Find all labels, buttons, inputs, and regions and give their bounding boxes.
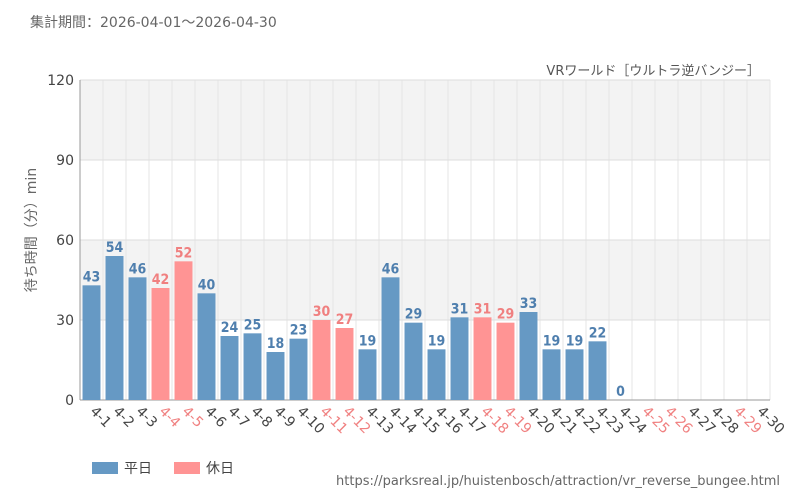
y-tick-label: 30 (56, 313, 74, 329)
chart-title: VRワールド［ウルトラ逆バンジー］ (546, 64, 760, 79)
data-label: 24 (221, 320, 239, 336)
bar (404, 322, 423, 400)
y-tick-label: 60 (56, 233, 74, 249)
data-label: 0 (616, 384, 625, 400)
data-label: 31 (451, 301, 469, 317)
y-tick-label: 0 (65, 393, 74, 409)
bar (381, 277, 400, 400)
weekday-swatch (92, 462, 118, 474)
bar (243, 333, 262, 400)
x-tick-label: 4-1 (87, 404, 114, 431)
bar (174, 261, 193, 400)
legend-item-weekday[interactable]: 平日 (92, 458, 152, 478)
data-label: 46 (129, 261, 147, 277)
data-label: 19 (566, 333, 584, 349)
bar (450, 317, 469, 400)
legend: 平日 休日 (92, 458, 256, 478)
y-axis-label: 待ち時間（分）min (24, 168, 40, 292)
data-label: 43 (83, 269, 101, 285)
data-label: 46 (382, 261, 400, 277)
data-label: 27 (336, 312, 354, 328)
bar (289, 338, 308, 400)
data-label: 29 (405, 307, 423, 323)
data-label: 52 (175, 245, 193, 261)
bar (82, 285, 101, 400)
data-label: 42 (152, 272, 170, 288)
bar (496, 322, 515, 400)
bar (588, 341, 607, 400)
data-label: 19 (359, 333, 377, 349)
data-label: 23 (290, 323, 308, 339)
bar (220, 336, 239, 400)
x-tick-label: 4-7 (225, 404, 252, 431)
bar (358, 349, 377, 400)
x-tick-label: 4-8 (248, 404, 275, 431)
legend-item-holiday[interactable]: 休日 (174, 458, 234, 478)
bar (335, 328, 354, 400)
bar (128, 277, 147, 400)
data-label: 18 (267, 336, 285, 352)
y-tick-label: 120 (47, 73, 74, 89)
data-label: 19 (428, 333, 446, 349)
source-url: https://parksreal.jp/huistenbosch/attrac… (336, 474, 780, 489)
data-label: 54 (106, 240, 124, 256)
legend-label-weekday: 平日 (124, 461, 152, 477)
x-tick-label: 4-3 (133, 404, 160, 431)
x-tick-label: 4-6 (202, 404, 230, 432)
bar (197, 293, 216, 400)
data-label: 30 (313, 304, 331, 320)
data-label: 22 (589, 325, 607, 341)
bar (565, 349, 584, 400)
bar (266, 352, 285, 400)
legend-label-holiday: 休日 (206, 461, 234, 477)
bar (105, 256, 124, 400)
data-label: 33 (520, 296, 538, 312)
holiday-swatch (174, 462, 200, 474)
bar (519, 312, 538, 400)
bar (542, 349, 561, 400)
y-tick-label: 90 (56, 153, 74, 169)
x-tick-label: 4-4 (156, 404, 184, 432)
x-tick-label: 4-2 (110, 404, 137, 431)
bar (427, 349, 446, 400)
data-label: 31 (474, 301, 492, 317)
bar (312, 320, 331, 400)
x-tick-label: 4-5 (179, 404, 206, 431)
data-label: 19 (543, 333, 561, 349)
x-tick-label: 4-9 (271, 404, 298, 431)
bar (473, 317, 492, 400)
bar (151, 288, 170, 400)
data-label: 25 (244, 317, 262, 333)
data-label: 29 (497, 307, 515, 323)
period-text: 集計期間：2026-04-01～2026-04-30 (30, 15, 277, 31)
data-label: 40 (198, 277, 216, 293)
